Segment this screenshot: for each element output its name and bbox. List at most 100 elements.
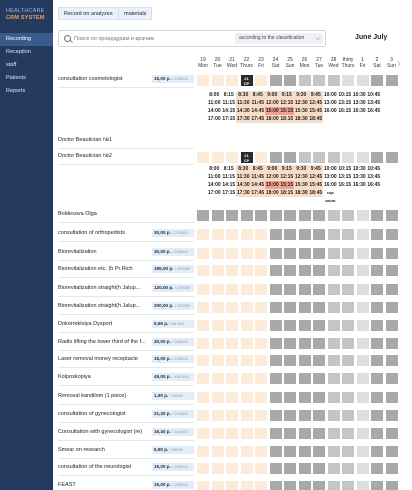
day-slot-cell[interactable]: [255, 152, 267, 163]
day-slot-cell[interactable]: [226, 284, 238, 295]
day-slot-cell[interactable]: [356, 392, 369, 403]
service-name[interactable]: consultation of gynecologist: [58, 411, 126, 417]
day-slot-cell[interactable]: [269, 75, 282, 86]
day-slot-cell[interactable]: [211, 410, 224, 421]
day-slot-cell[interactable]: [284, 463, 296, 474]
time-slot[interactable]: 14:45: [250, 181, 265, 189]
day-header[interactable]: 23 Fri: [254, 57, 268, 69]
day-slot-cell[interactable]: [240, 248, 253, 259]
day-slot-cell[interactable]: [284, 481, 296, 490]
day-slot-cell[interactable]: [197, 481, 209, 490]
day-slot-cell[interactable]: [313, 338, 325, 349]
day-slot-cell[interactable]: [327, 481, 340, 490]
day-slot-cell[interactable]: [385, 373, 398, 384]
day-slot-cell[interactable]: [385, 265, 398, 276]
day-slot-cell[interactable]: [356, 75, 369, 86]
day-slot-cell[interactable]: [298, 373, 311, 384]
time-slot[interactable]: 9:15: [279, 165, 294, 173]
time-slot[interactable]: 13:00: [323, 174, 337, 180]
day-slot-cell[interactable]: [284, 355, 296, 366]
time-slot[interactable]: 17:00: [207, 116, 221, 122]
day-slot-cell[interactable]: [255, 355, 267, 366]
service-name[interactable]: Biorevitalization straight(h Jalup...: [58, 303, 141, 309]
day-slot-cell[interactable]: [269, 320, 282, 331]
day-header[interactable]: 25 Sun: [283, 57, 297, 69]
service-name[interactable]: consultation cosmetologist: [58, 76, 123, 82]
time-slot[interactable]: 14:15: [222, 182, 236, 188]
day-slot-cell[interactable]: [240, 410, 253, 421]
day-slot-cell[interactable]: [313, 284, 325, 295]
day-slot-cell[interactable]: [298, 320, 311, 331]
day-slot-cell[interactable]: [255, 75, 267, 86]
time-slot[interactable]: 12:30: [294, 173, 309, 181]
day-slot-cell[interactable]: [269, 463, 282, 474]
time-slot[interactable]: 10:30: [352, 166, 366, 172]
day-slot-cell[interactable]: [240, 481, 253, 490]
service-name[interactable]: Doctor Beautician №2: [58, 153, 112, 159]
day-slot-cell[interactable]: [226, 265, 238, 276]
day-slot-cell[interactable]: [226, 446, 238, 457]
day-slot-cell[interactable]: [255, 446, 267, 457]
day-slot-cell[interactable]: [255, 338, 267, 349]
day-slot-cell[interactable]: [284, 75, 296, 86]
app-logo[interactable]: HEALTHCARE CRM SYSTEM: [6, 8, 45, 22]
time-slot[interactable]: 10:00: [323, 166, 337, 172]
day-slot-cell[interactable]: [371, 355, 383, 366]
day-slot-cell[interactable]: [385, 392, 398, 403]
day-slot-cell[interactable]: [385, 210, 398, 221]
day-slot-cell[interactable]: [255, 229, 267, 240]
time-slot[interactable]: 15:45: [308, 107, 323, 115]
time-slot[interactable]: 15:15: [279, 181, 294, 189]
day-slot-cell[interactable]: [211, 152, 224, 163]
day-slot-cell[interactable]: [197, 265, 209, 276]
day-slot-cell[interactable]: [342, 428, 354, 439]
service-name[interactable]: Boldesova Olga: [58, 211, 97, 217]
day-slot-cell[interactable]: [269, 355, 282, 366]
day-slot-cell[interactable]: [240, 355, 253, 366]
day-slot-cell[interactable]: [342, 410, 354, 421]
day-slot-cell[interactable]: [284, 152, 296, 163]
day-slot-cell[interactable]: [342, 373, 354, 384]
day-slot-cell[interactable]: [269, 338, 282, 349]
day-slot-cell[interactable]: [298, 248, 311, 259]
service-name[interactable]: Biorevitalization straight(h Jalup...: [58, 285, 141, 291]
time-slot[interactable]: 18:00: [265, 115, 280, 123]
day-slot-cell[interactable]: [342, 210, 354, 221]
record-on-analyzes-button[interactable]: Record on analyzes: [58, 7, 119, 20]
day-slot-cell[interactable]: [255, 428, 267, 439]
time-slot[interactable]: 18:30: [294, 115, 309, 123]
day-slot-cell[interactable]: [313, 152, 325, 163]
day-slot-cell[interactable]: [356, 320, 369, 331]
sidebar-item-reception[interactable]: Reception: [6, 49, 31, 55]
day-slot-cell[interactable]: [298, 210, 311, 221]
time-slot[interactable]: 11:45: [250, 173, 265, 181]
day-slot-cell[interactable]: [197, 446, 209, 457]
day-slot-cell[interactable]: [226, 152, 238, 163]
day-slot-cell[interactable]: [284, 265, 296, 276]
day-slot-cell[interactable]: [197, 229, 209, 240]
time-slot[interactable]: 15:00: [265, 181, 280, 189]
day-header[interactable]: 24 Sat: [269, 57, 283, 69]
time-slot[interactable]: 10:45: [367, 92, 381, 98]
day-slot-cell[interactable]: [269, 210, 282, 221]
day-slot-cell[interactable]: [327, 373, 340, 384]
day-slot-cell[interactable]: [356, 210, 369, 221]
day-slot-cell[interactable]: [371, 75, 383, 86]
day-slot-cell[interactable]: [284, 210, 296, 221]
day-slot-cell[interactable]: [197, 392, 209, 403]
day-slot-cell[interactable]: [197, 75, 209, 86]
day-slot-cell[interactable]: [269, 265, 282, 276]
day-slot-cell[interactable]: [240, 428, 253, 439]
day-slot-cell[interactable]: [226, 410, 238, 421]
time-slot[interactable]: 12:15: [279, 99, 294, 107]
day-slot-cell[interactable]: [327, 152, 340, 163]
time-slot[interactable]: 9:45: [308, 165, 323, 173]
day-header[interactable]: 20 Tue: [211, 57, 225, 69]
time-slot[interactable]: 16:00: [323, 108, 337, 114]
day-slot-cell[interactable]: [211, 392, 224, 403]
day-slot-cell[interactable]: [298, 410, 311, 421]
day-header[interactable]: 3 Sun: [385, 57, 399, 69]
day-slot-cell[interactable]: [385, 229, 398, 240]
day-slot-cell[interactable]: [226, 463, 238, 474]
day-slot-cell[interactable]: [327, 355, 340, 366]
